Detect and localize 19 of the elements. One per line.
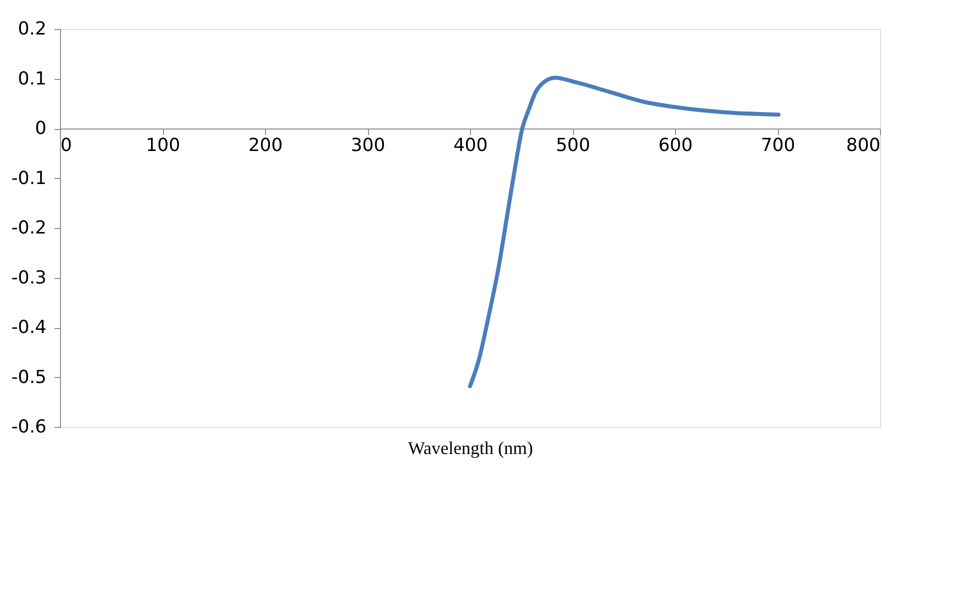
x-axis-title: Wavelength (nm) bbox=[408, 438, 534, 458]
y-tick-label: 0.2 bbox=[18, 18, 46, 40]
y-tick-label: -0.2 bbox=[11, 218, 46, 238]
x-tick-label: 800 bbox=[846, 135, 880, 156]
y-tick-label: -0.6 bbox=[11, 416, 46, 438]
x-tick-label: 600 bbox=[658, 135, 693, 156]
y-tick-label: -0.5 bbox=[11, 366, 46, 388]
y-tick-label: 0 bbox=[35, 118, 46, 139]
y-tick-label: 0.1 bbox=[18, 68, 46, 90]
x-tick-label: 400 bbox=[453, 135, 488, 156]
y-tick-label: -0.4 bbox=[11, 317, 46, 338]
x-tick-label: 100 bbox=[146, 135, 180, 156]
x-tick-label: 300 bbox=[350, 135, 386, 156]
x-tick-label: 200 bbox=[248, 135, 283, 156]
x-tick-label: 500 bbox=[556, 135, 590, 156]
x-tick-label: 0 bbox=[60, 135, 72, 156]
y-tick-label: -0.3 bbox=[11, 267, 46, 288]
x-tick-label: 700 bbox=[760, 135, 796, 156]
y-tick-label: -0.1 bbox=[11, 168, 46, 189]
